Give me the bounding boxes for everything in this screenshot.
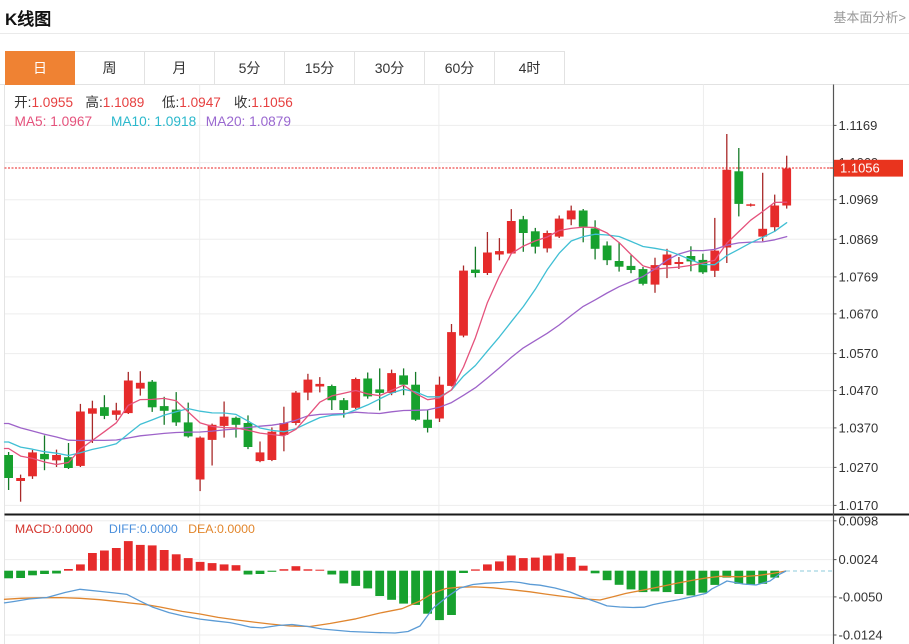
svg-text:DEA:0.0000: DEA:0.0000 (188, 522, 255, 536)
svg-text:MA5: 1.0967: MA5: 1.0967 (15, 114, 93, 129)
svg-text:开:1.0955: 开:1.0955 (14, 95, 73, 110)
svg-text:-0.0050: -0.0050 (839, 589, 883, 604)
svg-text:0.0024: 0.0024 (839, 552, 879, 567)
svg-text:1.0470: 1.0470 (839, 383, 879, 398)
svg-text:1.0670: 1.0670 (839, 306, 879, 321)
svg-text:1.0969: 1.0969 (839, 192, 879, 207)
svg-text:高:1.1089: 高:1.1089 (85, 94, 144, 110)
svg-text:MA20: 1.0879: MA20: 1.0879 (206, 114, 291, 129)
svg-text:1.0270: 1.0270 (839, 460, 879, 475)
svg-text:1.1169: 1.1169 (839, 118, 878, 133)
svg-text:0.0098: 0.0098 (839, 513, 879, 528)
svg-text:MACD:0.0000: MACD:0.0000 (15, 522, 93, 536)
svg-text:MA10: 1.0918: MA10: 1.0918 (111, 114, 197, 129)
svg-text:收:1.1056: 收:1.1056 (234, 95, 293, 110)
svg-text:-0.0124: -0.0124 (839, 628, 883, 643)
svg-text:1.0170: 1.0170 (839, 498, 879, 513)
svg-text:DIFF:0.0000: DIFF:0.0000 (109, 522, 178, 536)
svg-text:1.0570: 1.0570 (839, 346, 879, 361)
svg-text:1.0370: 1.0370 (839, 420, 879, 435)
svg-text:1.1056: 1.1056 (840, 161, 880, 176)
svg-text:1.0769: 1.0769 (839, 269, 879, 284)
svg-text:1.0869: 1.0869 (839, 232, 879, 247)
svg-text:低:1.0947: 低:1.0947 (162, 95, 221, 110)
